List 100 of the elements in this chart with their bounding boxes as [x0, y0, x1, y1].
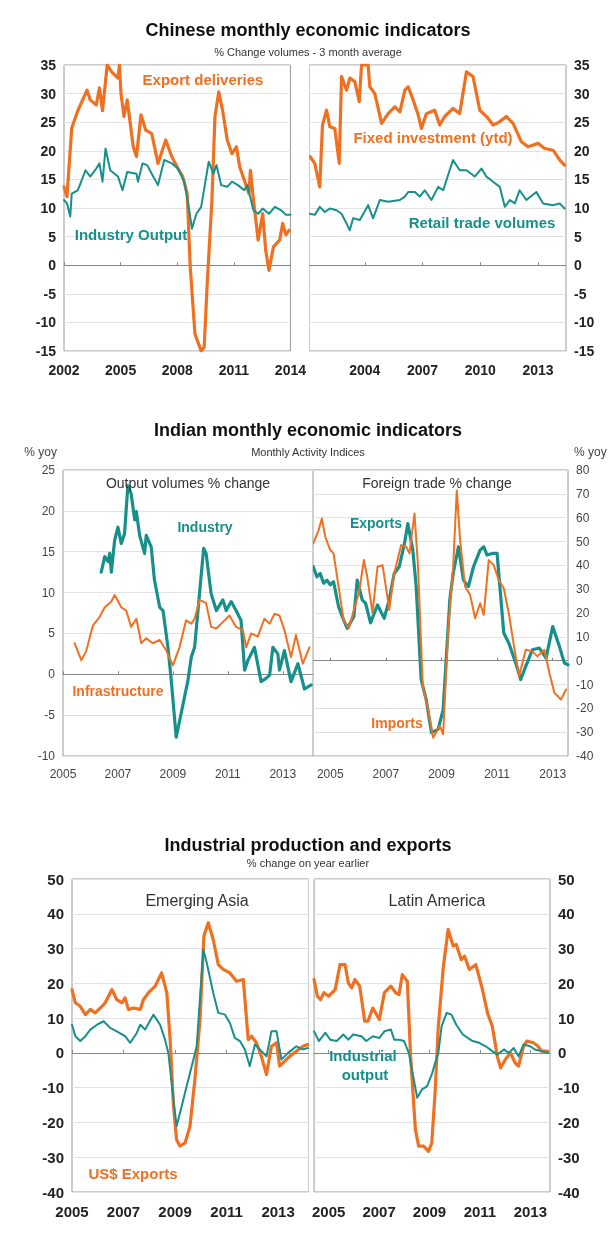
y-tick-label: -20: [42, 1113, 64, 1131]
y-tick-label: -15: [35, 343, 57, 359]
y-tick-label: 30: [574, 85, 590, 102]
x-tick-label: 2011: [218, 362, 250, 378]
chart-title: Chinese monthly economic indicators: [144, 20, 472, 40]
y-tick-label: -10: [37, 749, 56, 763]
y-tick-label: -20: [576, 701, 594, 716]
y-tick-label: -40: [42, 1183, 64, 1201]
y-tick-label: 20: [558, 974, 575, 992]
x-tick-label: 2009: [412, 1203, 447, 1220]
y-tick-label: 35: [40, 57, 57, 73]
series-label: Industrial output: [329, 1047, 401, 1083]
y-axis-title: % yoy: [24, 444, 57, 459]
annotation: Latin America: [388, 891, 486, 909]
y-tick-label: 25: [41, 463, 56, 477]
y-tick-label: 15: [574, 171, 590, 188]
y-tick-label: 30: [576, 582, 590, 597]
x-tick-label: 2005: [316, 767, 344, 781]
y-tick-label: 20: [41, 503, 56, 518]
y-tick-label: -20: [558, 1113, 580, 1131]
x-tick-label: 2005: [105, 362, 137, 378]
series-label: Retail trade volumes: [408, 213, 556, 231]
x-tick-label: 2005: [312, 1203, 346, 1220]
series-label: Export deliveries: [142, 70, 264, 88]
line-series: [309, 63, 567, 189]
x-tick-label: 2013: [522, 362, 554, 378]
y-tick-label: 0: [48, 257, 57, 274]
y-tick-label: 40: [576, 558, 590, 573]
y-tick-label: 30: [558, 940, 575, 958]
x-tick-label: 2011: [210, 1203, 243, 1220]
y-tick-label: 15: [41, 544, 56, 559]
y-tick-label: 25: [40, 114, 57, 131]
x-tick-label: 2010: [464, 362, 497, 378]
y-tick-label: -10: [42, 1079, 64, 1097]
y-tick-label: 50: [558, 870, 575, 888]
y-tick-label: 15: [40, 171, 57, 188]
series-label: Imports: [371, 715, 423, 731]
y-tick-label: 25: [574, 114, 590, 131]
annotation: Emerging Asia: [145, 891, 249, 909]
line-series: [312, 927, 550, 1153]
y-tick-label: 30: [47, 940, 64, 958]
x-tick-label: 2002: [48, 362, 80, 378]
y-tick-label: 5: [48, 626, 56, 641]
x-tick-label: 2011: [484, 767, 511, 781]
y-tick-label: -5: [43, 285, 57, 302]
y-tick-label: 20: [574, 142, 590, 159]
chart-title: Indian monthly economic indicators: [152, 420, 463, 440]
series-label: Industry: [177, 519, 233, 535]
y-tick-label: -10: [574, 314, 595, 331]
x-tick-label: 2011: [463, 1203, 497, 1220]
series-label: Industry Output: [74, 225, 188, 243]
x-tick-label: 2009: [158, 1203, 192, 1220]
x-tick-label: 2009: [159, 767, 187, 781]
y-tick-label: -30: [558, 1148, 580, 1166]
y-tick-label: 0: [576, 653, 583, 668]
y-tick-label: 10: [41, 585, 56, 600]
y-tick-label: 5: [48, 228, 57, 245]
series-label: Exports: [349, 515, 403, 531]
y-tick-label: 20: [40, 142, 57, 159]
y-tick-label: 70: [576, 486, 590, 501]
y-tick-label: 60: [576, 510, 590, 525]
line-series: [62, 63, 291, 353]
y-tick-label: 10: [574, 200, 590, 216]
x-tick-label: 2007: [372, 767, 400, 781]
y-tick-label: 5: [574, 228, 582, 245]
y-tick-label: -40: [576, 749, 594, 763]
chart-title: Industrial production and exports: [163, 835, 453, 855]
line-series: [313, 1011, 549, 1099]
y-tick-label: -10: [558, 1079, 580, 1097]
x-tick-label: 2013: [539, 767, 567, 781]
y-tick-label: -5: [574, 285, 587, 302]
series-label: Fixed investment (ytd): [353, 128, 513, 146]
x-tick-label: 2008: [161, 362, 193, 378]
y-tick-label: -10: [576, 677, 594, 692]
line-series: [309, 158, 566, 232]
y-axis-title: % yoy: [574, 444, 607, 459]
y-tick-label: -5: [44, 708, 56, 723]
y-tick-label: 50: [576, 534, 590, 549]
y-tick-label: 20: [576, 606, 590, 620]
y-tick-label: 40: [47, 905, 64, 923]
y-tick-label: 10: [576, 629, 590, 644]
y-tick-label: 10: [558, 1009, 575, 1027]
annotation: Output volumes % change: [105, 475, 271, 491]
series-label: US$ Exports: [88, 1164, 178, 1182]
x-tick-label: 2004: [349, 362, 381, 378]
y-tick-label: 10: [47, 1009, 64, 1027]
annotation: Foreign trade % change: [362, 475, 512, 491]
series-label: Infrastructure: [72, 683, 164, 699]
chart-subtitle: Monthly Activity Indices: [251, 446, 365, 458]
x-tick-label: 2007: [362, 1203, 396, 1220]
y-tick-label: -30: [576, 725, 594, 740]
x-tick-label: 2005: [55, 1203, 89, 1220]
y-tick-label: 50: [47, 870, 64, 888]
y-tick-label: 80: [576, 463, 590, 477]
y-tick-label: -40: [558, 1183, 580, 1201]
y-tick-label: -30: [42, 1148, 64, 1166]
x-tick-label: 2013: [269, 767, 297, 781]
y-tick-label: 10: [40, 200, 57, 216]
x-tick-label: 2014: [274, 362, 307, 378]
y-tick-label: 0: [574, 257, 582, 274]
